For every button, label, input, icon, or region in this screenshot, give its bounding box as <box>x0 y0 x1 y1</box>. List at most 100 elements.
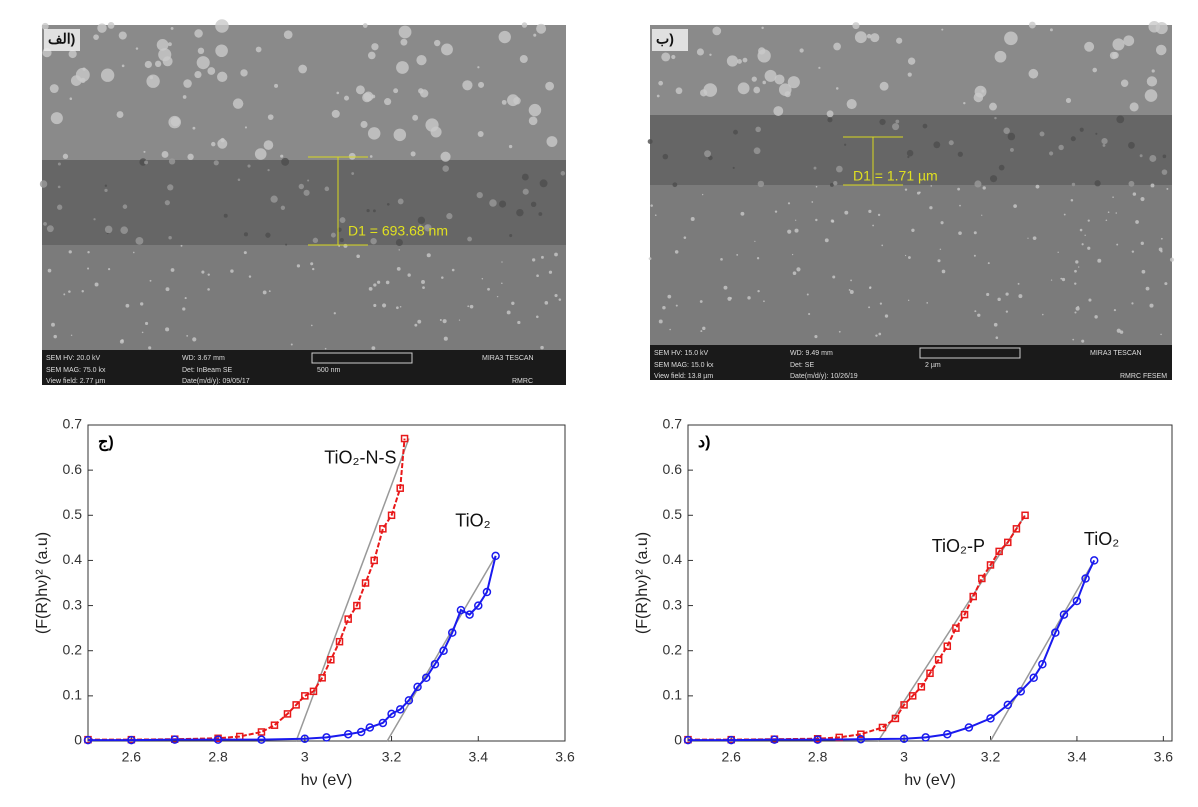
texture <box>846 98 857 110</box>
texture <box>1074 282 1077 285</box>
texture <box>1160 250 1163 253</box>
series-label: TiO₂ <box>1084 529 1119 549</box>
texture <box>787 202 791 205</box>
info-bar <box>650 345 1172 380</box>
texture <box>1132 192 1137 196</box>
texture <box>170 116 181 127</box>
texture <box>324 347 327 350</box>
texture <box>1112 38 1125 51</box>
texture <box>879 302 883 305</box>
texture <box>476 191 483 199</box>
texture <box>560 171 566 176</box>
x-tick-label: 3.6 <box>555 749 575 765</box>
texture <box>49 84 59 94</box>
texture <box>1101 137 1108 145</box>
texture <box>446 213 453 220</box>
texture <box>1102 143 1106 147</box>
marker <box>270 721 279 729</box>
substrate <box>42 245 566 350</box>
y-tick-label: 0.3 <box>63 596 83 612</box>
texture <box>47 268 52 273</box>
x-tick-label: 3.6 <box>1154 749 1174 765</box>
texture <box>162 56 173 67</box>
x-tick-label: 3.2 <box>382 749 402 765</box>
texture <box>973 231 977 235</box>
texture <box>742 57 748 63</box>
texture <box>135 236 144 245</box>
texture <box>1129 102 1139 112</box>
texture <box>51 322 55 327</box>
texture <box>39 180 48 188</box>
texture <box>422 286 425 290</box>
marker <box>421 673 431 683</box>
texture <box>41 22 49 30</box>
texture <box>753 86 761 94</box>
texture <box>787 76 800 89</box>
texture <box>699 300 703 303</box>
texture <box>700 330 703 333</box>
texture <box>662 305 666 310</box>
texture <box>536 274 539 278</box>
texture <box>434 39 441 47</box>
texture <box>496 295 499 298</box>
texture <box>213 160 219 166</box>
texture <box>762 80 766 85</box>
texture <box>385 280 390 285</box>
marker <box>292 701 300 709</box>
texture <box>658 319 663 324</box>
texture <box>690 217 695 221</box>
texture <box>1160 333 1162 336</box>
marker <box>335 637 344 646</box>
info-text: WD: 9.49 mm <box>790 350 833 357</box>
texture <box>1057 251 1059 253</box>
texture <box>69 97 73 100</box>
texture <box>343 243 348 248</box>
texture <box>1058 144 1064 151</box>
texture <box>540 345 544 350</box>
texture <box>675 304 678 307</box>
texture <box>696 48 704 56</box>
marker <box>899 734 909 743</box>
texture <box>182 307 186 311</box>
texture <box>761 26 764 30</box>
marker <box>964 723 974 732</box>
texture <box>1072 338 1075 341</box>
texture <box>268 290 271 293</box>
texture <box>1081 339 1085 343</box>
texture <box>1079 127 1084 132</box>
texture <box>703 83 718 97</box>
texture <box>799 48 804 53</box>
texture <box>164 200 170 206</box>
texture <box>654 214 657 216</box>
texture <box>732 166 735 169</box>
texture <box>833 42 841 51</box>
texture <box>376 280 381 284</box>
texture <box>753 147 761 155</box>
texture <box>1149 303 1154 308</box>
marker <box>448 628 457 637</box>
texture <box>829 182 834 187</box>
texture <box>1063 213 1066 216</box>
texture <box>223 213 228 218</box>
texture <box>835 87 839 90</box>
texture <box>987 262 990 265</box>
texture <box>974 310 977 313</box>
texture <box>989 175 998 183</box>
marker <box>878 723 887 732</box>
info-text: SEM MAG: 75.0 kx <box>46 367 106 374</box>
measurement: D1 = 1.71 µm <box>853 168 938 184</box>
texture <box>144 60 152 69</box>
texture <box>756 257 760 260</box>
texture <box>426 253 431 258</box>
marker <box>1089 556 1099 565</box>
texture <box>941 269 946 274</box>
texture <box>371 43 379 51</box>
texture <box>184 297 187 300</box>
marker <box>960 610 969 619</box>
texture <box>1166 187 1169 190</box>
info-bar <box>42 350 566 385</box>
texture <box>808 312 811 316</box>
texture <box>167 42 172 47</box>
texture <box>70 75 82 86</box>
texture <box>548 270 553 274</box>
